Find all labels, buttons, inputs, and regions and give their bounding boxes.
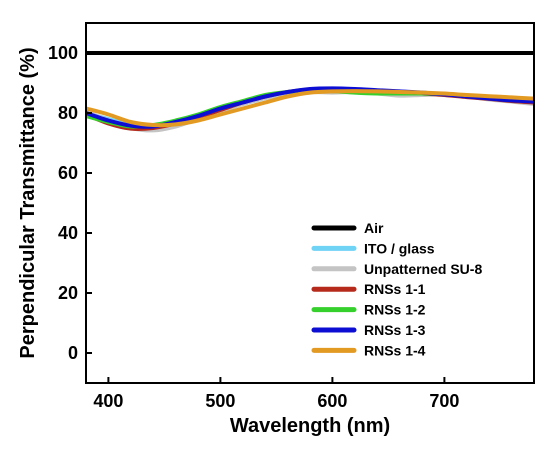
x-axis-title: Wavelength (nm) [230,415,390,437]
x-tick-label: 700 [429,391,459,411]
x-tick-label: 400 [93,391,123,411]
legend: Air ITO / glass Unpatterned SU-8 RNSs 1-1 RN… [311,220,482,358]
x-tick-label: 600 [317,391,347,411]
y-axis-title: Perpendicular Transmittance (%) [17,47,39,358]
legend-label-air: Air [364,220,384,236]
tick-layer: 400 500 600 700 0 20 40 60 80 100 [48,43,459,411]
y-tick-label: 100 [48,43,78,63]
legend-label-rnss-1-3: RNSs 1-3 [364,322,426,338]
series-line-rnss-1-4 [86,89,534,128]
legend-label-rnss-1-4: RNSs 1-4 [364,342,426,358]
plot-frame [85,22,535,384]
series-layer [86,51,534,133]
y-tick-label: 60 [58,163,78,183]
y-tick-label: 0 [68,343,78,363]
legend-label-ito-glass: ITO / glass [364,240,435,256]
x-tick-label: 500 [205,391,235,411]
y-tick-label: 40 [58,223,78,243]
legend-label-rnss-1-1: RNSs 1-1 [364,281,426,297]
y-tick-label: 20 [58,283,78,303]
y-tick-label: 80 [58,103,78,123]
legend-label-rnss-1-2: RNSs 1-2 [364,302,426,318]
legend-label-unpatterned-su-8: Unpatterned SU-8 [364,261,482,277]
